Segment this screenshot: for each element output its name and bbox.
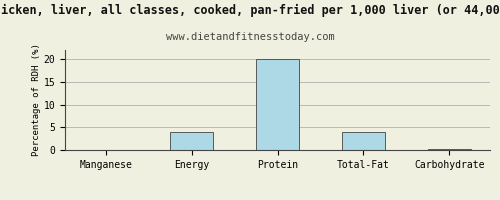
Bar (342, 132, 385, 150)
Bar (428, 149, 470, 150)
Text: www.dietandfitnesstoday.com: www.dietandfitnesstoday.com (166, 32, 334, 42)
Bar (170, 132, 213, 150)
Text: icken, liver, all classes, cooked, pan-fried per 1,000 liver (or 44,00: icken, liver, all classes, cooked, pan-f… (0, 4, 500, 17)
Y-axis label: Percentage of RDH (%): Percentage of RDH (%) (32, 44, 41, 156)
Bar (256, 59, 299, 150)
